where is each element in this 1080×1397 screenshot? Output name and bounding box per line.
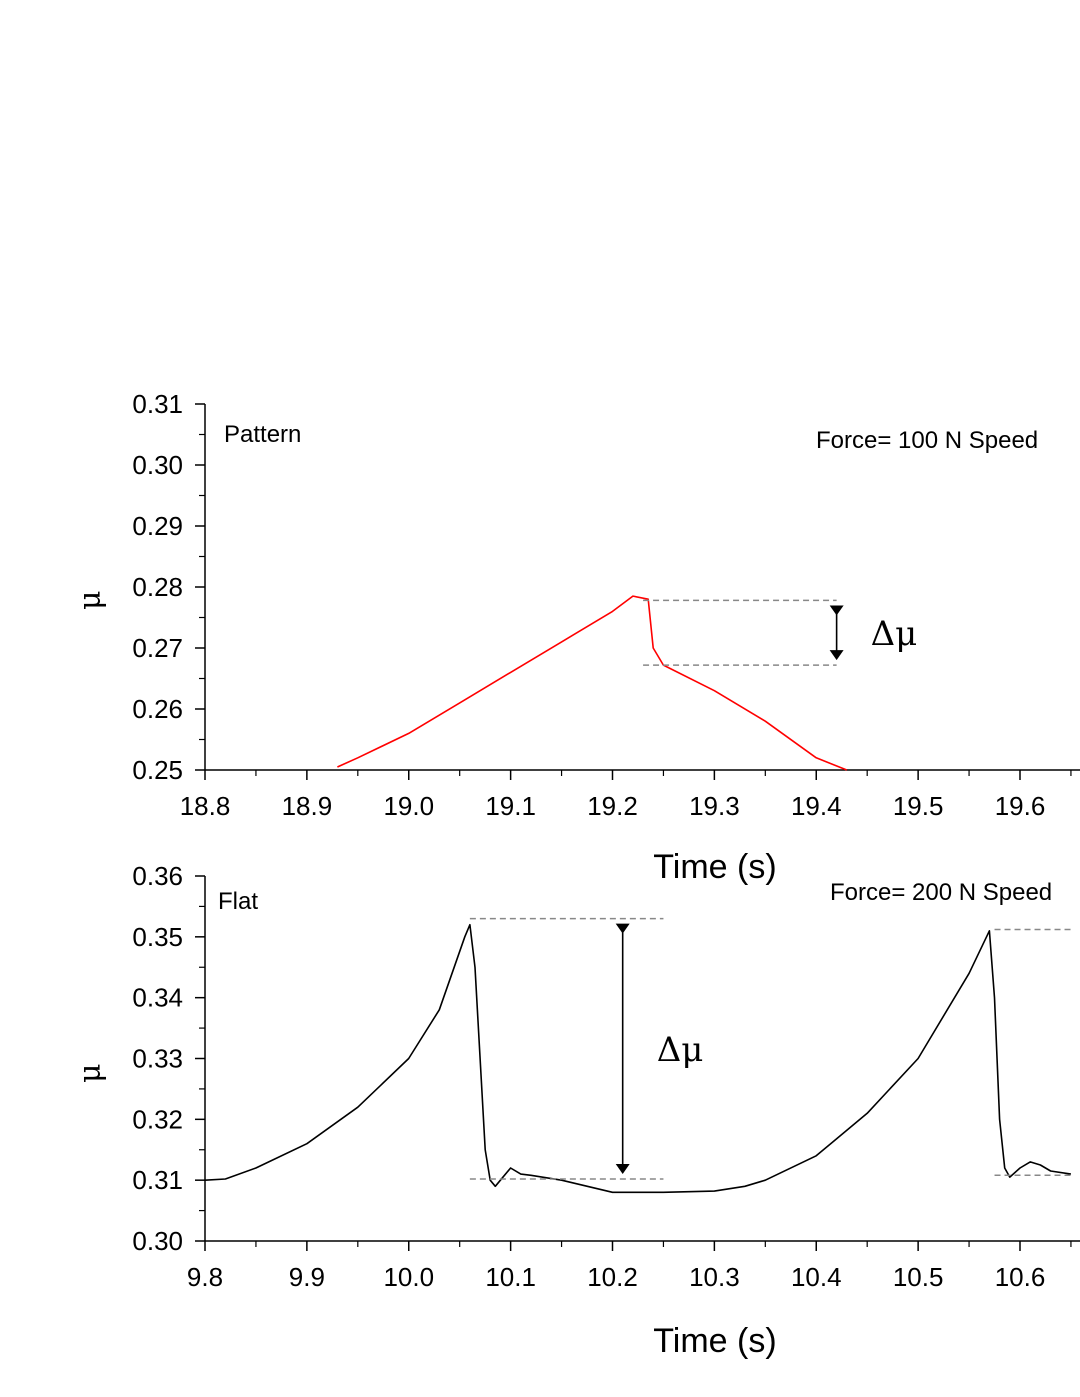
y-tick-label: 0.25: [132, 755, 183, 785]
y-tick-label: 0.34: [132, 983, 183, 1013]
x-tick-label: 18.9: [282, 791, 333, 821]
x-tick-label: 9.8: [187, 1262, 223, 1292]
y-tick-label: 0.30: [132, 1226, 183, 1256]
y-tick-label: 0.36: [132, 861, 183, 891]
x-tick-label: 10.1: [485, 1262, 536, 1292]
delta-mu-label: Δμ: [657, 1030, 704, 1070]
y-tick-label: 0.31: [132, 389, 183, 419]
y-axis-label: μ: [73, 1064, 108, 1084]
x-tick-label: 19.5: [893, 791, 944, 821]
y-tick-label: 0.31: [132, 1165, 183, 1195]
x-tick-label: 10.2: [587, 1262, 638, 1292]
y-tick-label: 0.33: [132, 1044, 183, 1074]
y-tick-label: 0.27: [132, 633, 183, 663]
panel-label: Pattern: [224, 421, 301, 448]
x-tick-label: 19.1: [485, 791, 536, 821]
y-tick-label: 0.30: [132, 450, 183, 480]
series-line: [204, 923, 1072, 1194]
x-tick-label: 9.9: [289, 1262, 325, 1292]
x-axis-label: Time (s): [653, 848, 776, 886]
condition-label: Force= 100 N Speed: [816, 427, 1038, 454]
y-axis-label: μ: [73, 591, 108, 611]
y-tick-label: 0.28: [132, 572, 183, 602]
y-tick-label: 0.26: [132, 694, 183, 724]
x-tick-label: 10.6: [995, 1262, 1046, 1292]
x-tick-label: 19.3: [689, 791, 740, 821]
x-tick-label: 10.3: [689, 1262, 740, 1292]
x-axis-label: Time (s): [653, 1322, 776, 1360]
x-tick-label: 18.8: [180, 791, 231, 821]
x-tick-label: 19.0: [383, 791, 434, 821]
y-tick-label: 0.35: [132, 922, 183, 952]
x-tick-label: 19.6: [995, 791, 1046, 821]
y-tick-label: 0.29: [132, 511, 183, 541]
chart-panel-flat: Flat Force= 200 N Speed μ Time (s) 0.30 0…: [73, 861, 1080, 1360]
delta-mu-label: Δμ: [871, 614, 918, 654]
series-line: [337, 595, 848, 771]
x-tick-label: 10.0: [383, 1262, 434, 1292]
x-tick-label: 10.4: [791, 1262, 842, 1292]
panel-label: Flat: [218, 888, 258, 915]
x-tick-label: 19.2: [587, 791, 638, 821]
chart-panel-pattern: Pattern Force= 100 N Speed μ Time (s) 0.…: [73, 389, 1080, 886]
x-tick-label: 19.4: [791, 791, 842, 821]
x-tick-label: 10.5: [893, 1262, 944, 1292]
condition-label: Force= 200 N Speed: [830, 879, 1052, 906]
y-tick-label: 0.32: [132, 1104, 183, 1134]
